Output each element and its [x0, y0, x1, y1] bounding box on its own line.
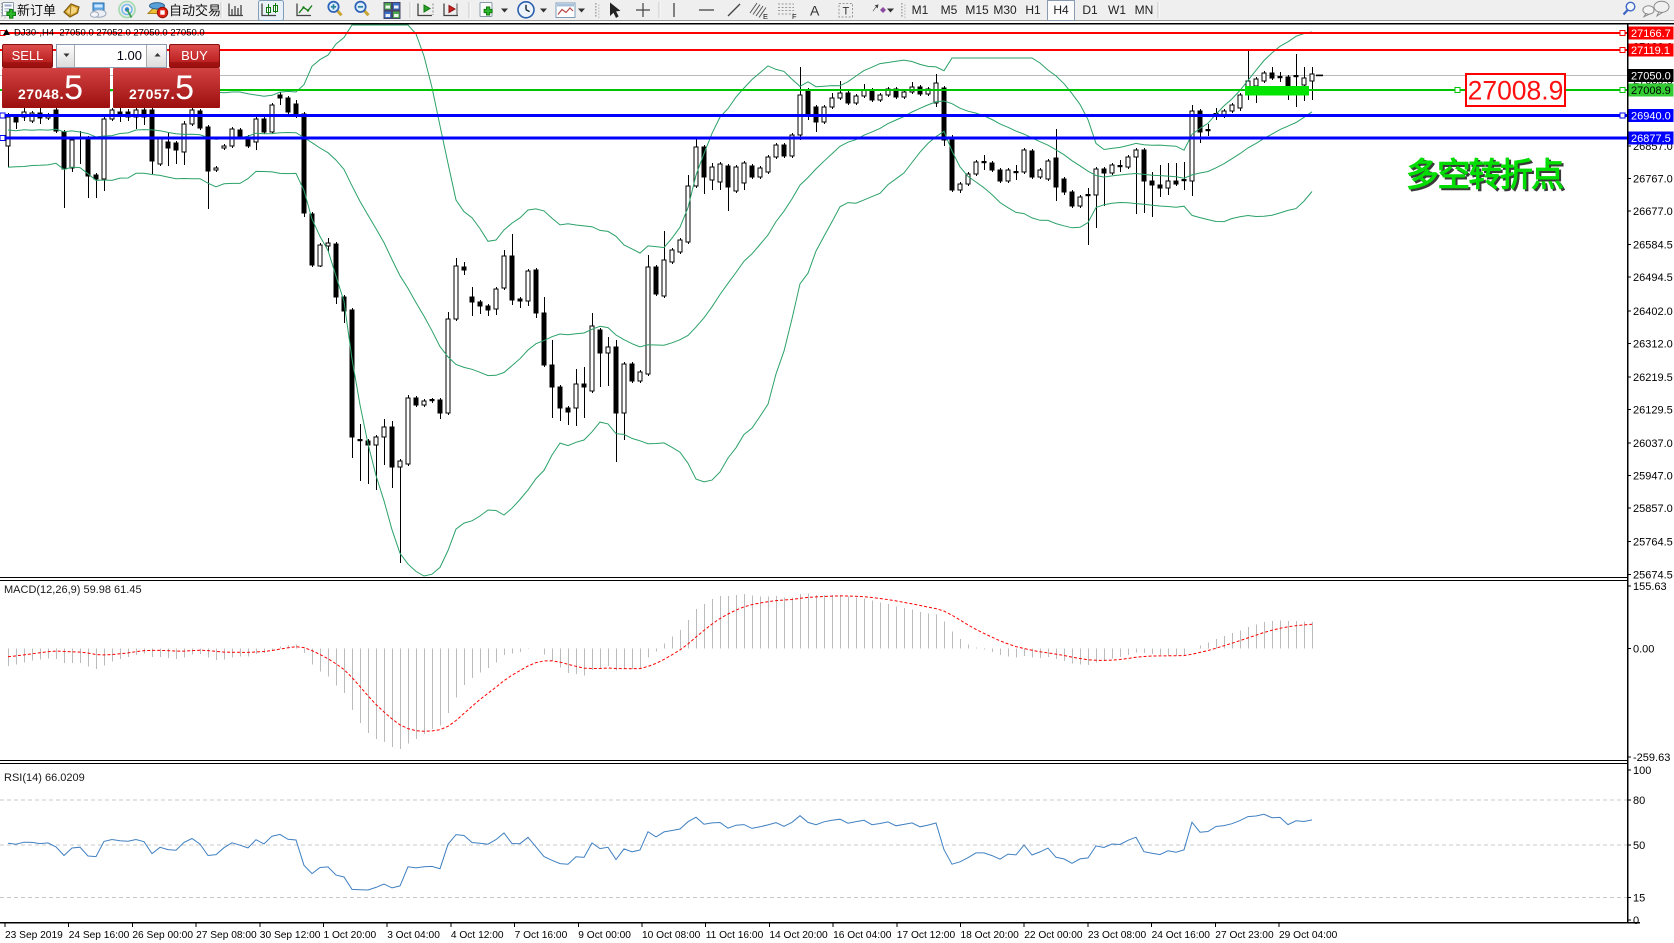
svg-text:-259.63: -259.63	[1633, 752, 1670, 764]
svg-text:25764.5: 25764.5	[1633, 537, 1673, 549]
svg-text:F: F	[792, 12, 797, 21]
svg-text:M5: M5	[941, 3, 958, 17]
svg-text:26219.5: 26219.5	[1633, 372, 1673, 384]
svg-text:26677.0: 26677.0	[1633, 206, 1673, 218]
svg-text:26 Sep 00:00: 26 Sep 00:00	[132, 930, 193, 941]
svg-text:26129.5: 26129.5	[1633, 405, 1673, 417]
svg-text:26877.5: 26877.5	[1631, 133, 1671, 145]
svg-text:9 Oct 00:00: 9 Oct 00:00	[578, 930, 631, 941]
svg-text:MACD(12,26,9) 59.98 61.45: MACD(12,26,9) 59.98 61.45	[4, 584, 142, 596]
svg-text:27008.9: 27008.9	[1468, 76, 1564, 106]
svg-text:多空转折点: 多空转折点	[1408, 158, 1566, 195]
svg-text:10 Oct 08:00: 10 Oct 08:00	[642, 930, 701, 941]
svg-text:新订单: 新订单	[17, 3, 56, 18]
svg-text:27119.1: 27119.1	[1631, 45, 1670, 57]
svg-text:1 Oct 20:00: 1 Oct 20:00	[324, 930, 377, 941]
svg-text:0: 0	[1633, 915, 1639, 927]
svg-text:26940.0: 26940.0	[1631, 111, 1671, 123]
svg-text:15: 15	[1633, 893, 1645, 905]
svg-text:29 Oct 04:00: 29 Oct 04:00	[1279, 930, 1338, 941]
svg-text:18 Oct 20:00: 18 Oct 20:00	[961, 930, 1020, 941]
svg-text:多空转折点: 多空转折点	[1406, 156, 1564, 193]
svg-text:MN: MN	[1135, 3, 1154, 17]
svg-text:30 Sep 12:00: 30 Sep 12:00	[260, 930, 321, 941]
svg-text:25857.0: 25857.0	[1633, 503, 1673, 515]
svg-text:M15: M15	[965, 3, 989, 17]
svg-text:25947.0: 25947.0	[1633, 471, 1673, 483]
svg-text:A: A	[810, 3, 820, 19]
svg-text:100: 100	[1633, 765, 1651, 777]
svg-text:H1: H1	[1025, 3, 1041, 17]
svg-text:27 Sep 08:00: 27 Sep 08:00	[196, 930, 257, 941]
svg-text:17 Oct 12:00: 17 Oct 12:00	[897, 930, 956, 941]
svg-text:W1: W1	[1108, 3, 1126, 17]
svg-text:26312.0: 26312.0	[1633, 338, 1673, 350]
svg-text:H4: H4	[1053, 3, 1069, 17]
svg-text:自动交易: 自动交易	[169, 3, 221, 18]
svg-text:23 Sep 2019: 23 Sep 2019	[5, 930, 63, 941]
svg-text:DJ30-,H4 27050.0 27052.0 2705: DJ30-,H4 27050.0 27052.0 27050.0 27050.0	[14, 28, 205, 39]
svg-text:50: 50	[1633, 840, 1645, 852]
svg-text:16 Oct 04:00: 16 Oct 04:00	[833, 930, 892, 941]
svg-text:22 Oct 00:00: 22 Oct 00:00	[1024, 930, 1083, 941]
svg-text:24 Sep 16:00: 24 Sep 16:00	[69, 930, 130, 941]
svg-text:27 Oct 23:00: 27 Oct 23:00	[1215, 930, 1274, 941]
svg-text:M30: M30	[993, 3, 1017, 17]
svg-text:27008.9: 27008.9	[1631, 85, 1671, 97]
svg-text:0.00: 0.00	[1633, 644, 1654, 656]
svg-text:7 Oct 16:00: 7 Oct 16:00	[515, 930, 568, 941]
svg-text:27166.7: 27166.7	[1631, 28, 1671, 40]
svg-text:26402.0: 26402.0	[1633, 306, 1673, 318]
svg-text:T: T	[843, 6, 850, 18]
svg-text:26494.5: 26494.5	[1633, 272, 1673, 284]
svg-text:80: 80	[1633, 795, 1645, 807]
svg-text:14 Oct 20:00: 14 Oct 20:00	[769, 930, 828, 941]
svg-text:26584.5: 26584.5	[1633, 240, 1673, 252]
svg-text:D1: D1	[1082, 3, 1098, 17]
svg-text:26037.0: 26037.0	[1633, 438, 1673, 450]
svg-text:26767.0: 26767.0	[1633, 174, 1673, 186]
svg-text:M1: M1	[912, 3, 929, 17]
svg-text:27050.0: 27050.0	[1631, 71, 1671, 83]
svg-text:E: E	[763, 12, 768, 21]
svg-text:23 Oct 08:00: 23 Oct 08:00	[1088, 930, 1147, 941]
svg-text:3 Oct 04:00: 3 Oct 04:00	[387, 930, 440, 941]
svg-text:25674.5: 25674.5	[1633, 569, 1673, 581]
svg-text:155.63: 155.63	[1633, 581, 1667, 593]
svg-text:24 Oct 16:00: 24 Oct 16:00	[1152, 930, 1211, 941]
svg-text:11 Oct 16:00: 11 Oct 16:00	[706, 930, 764, 941]
svg-text:RSI(14) 66.0209: RSI(14) 66.0209	[4, 772, 85, 784]
svg-text:4 Oct 12:00: 4 Oct 12:00	[451, 930, 504, 941]
